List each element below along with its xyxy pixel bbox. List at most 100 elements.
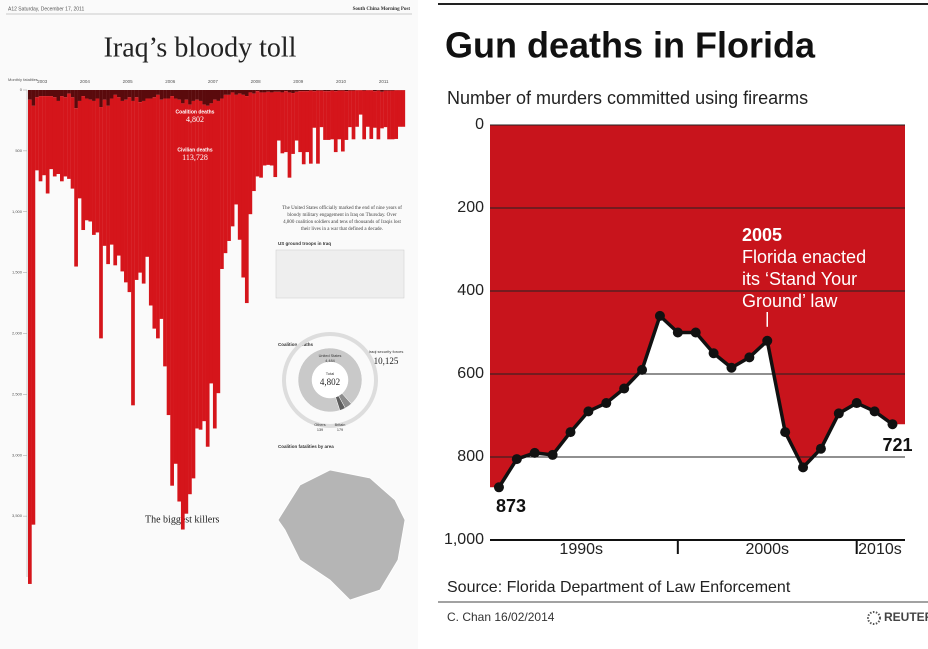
bar [287,92,292,178]
left-title: Iraq’s bloody toll [104,32,297,63]
slice-label: Others [314,423,325,427]
bar [173,90,178,99]
bar [319,90,324,91]
bar [369,90,374,139]
y-tick-label: 2,500 [12,391,23,396]
slice-value: 139 [317,428,323,432]
bar [134,97,139,280]
bar [70,97,75,189]
bar [188,90,192,105]
bar [131,90,135,101]
bar [259,90,263,93]
bar [152,90,157,98]
bar [109,98,114,245]
bar [362,90,367,140]
bar [88,99,93,222]
bar [337,90,342,91]
bar [127,97,132,293]
bar [248,90,253,93]
bar [294,91,299,141]
bar [348,90,352,91]
bar [344,91,349,140]
header: A12 Saturday, December 17, 2011 [8,6,84,12]
bar [323,90,327,92]
bar [383,90,388,91]
annotation-year: 2005 [742,225,782,245]
bar [56,100,61,175]
logo: REUTERS [884,610,928,624]
point [887,419,898,430]
center-value: 4,802 [320,377,340,387]
map [277,469,406,601]
bar [106,90,110,106]
bar [195,90,199,100]
bar [372,91,377,128]
bar [323,91,327,140]
inset-title: US ground troops in Iraq [278,241,331,246]
bar [77,100,82,199]
bar [355,90,359,127]
annotation-text: Florida enacted [742,247,866,267]
bar [326,91,331,140]
x-tick-label: 1990s [559,541,603,558]
y-tick-label: 800 [457,448,484,465]
slice-value: 179 [337,428,343,432]
bar [84,98,89,221]
bar [351,90,356,140]
bar [220,90,224,99]
side-value: 10,125 [374,356,399,366]
bar [177,99,182,502]
bar [234,94,238,205]
series-label: Civilian deaths [177,147,213,153]
bar [205,90,210,106]
bar [138,90,142,103]
bar [390,90,395,140]
point [762,335,773,346]
bar [70,90,75,98]
y-tick-label: 3,500 [12,513,23,518]
bar [177,90,182,100]
bar [273,90,278,92]
y-tick-label: 500 [15,148,22,153]
bar [56,90,61,101]
series-total: 4,802 [186,115,204,124]
bar [276,90,281,92]
inset-panel [275,249,405,299]
point [708,348,719,359]
bar [102,99,107,246]
pie-title: Coalition deaths [278,342,313,347]
bar [92,90,96,101]
bar [95,90,100,99]
bar [340,90,345,91]
x-tick-label: 2010s [858,541,902,558]
bar [184,90,189,100]
bar [401,90,406,127]
bar [28,99,32,584]
bar [301,90,306,92]
map-title: Coalition fatalities by area [278,444,334,449]
bar [333,91,338,153]
bar [120,90,125,101]
bar [397,90,402,127]
bar [74,90,78,109]
y-axis-label: Monthly fatalities [8,77,38,82]
bar [269,92,274,166]
bar [308,90,313,91]
point [637,364,648,375]
annotation-text: Ground’ law [742,291,838,311]
bar [88,90,93,100]
point [583,406,594,417]
point [780,427,791,438]
bar [237,93,242,240]
bar [134,90,139,98]
bar [287,90,292,93]
title: Gun deaths in Florida [445,25,816,66]
bar [152,97,157,329]
bar [195,99,199,429]
bar [60,90,64,97]
bar [248,92,253,215]
bar [166,98,171,416]
center-label: Total [326,371,335,376]
